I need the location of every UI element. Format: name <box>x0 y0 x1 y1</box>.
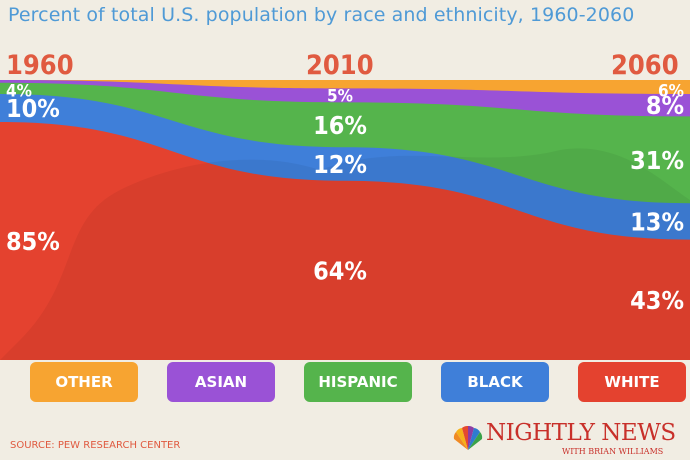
label-white-1960: 85% <box>6 227 60 256</box>
label-hispanic-2010: 16% <box>313 111 367 140</box>
legend-hispanic: HISPANIC <box>304 362 412 402</box>
area-white <box>0 122 690 360</box>
brand-name: NIGHTLY NEWS <box>486 420 676 446</box>
label-asian-2010: 5% <box>327 87 353 107</box>
brand-logo: NIGHTLY NEWS WITH BRIAN WILLIAMS <box>452 420 682 456</box>
year-label-2010: 2010 <box>306 50 374 81</box>
map-texture <box>0 148 690 360</box>
peacock-icon <box>453 425 483 450</box>
label-white-2010: 64% <box>313 256 367 285</box>
label-hispanic-2060: 31% <box>630 146 684 175</box>
legend-asian: ASIAN <box>167 362 275 402</box>
legend-black: BLACK <box>441 362 549 402</box>
label-black-1960: 10% <box>6 94 60 123</box>
year-label-1960: 1960 <box>6 50 74 81</box>
label-black-2010: 12% <box>313 150 367 179</box>
source-note: SOURCE: PEW RESEARCH CENTER <box>10 440 181 451</box>
label-other-2060: 6% <box>658 82 684 102</box>
label-black-2060: 13% <box>630 207 684 236</box>
chart-title: Percent of total U.S. population by race… <box>8 4 635 26</box>
label-asian-2060: 8% <box>646 91 684 120</box>
label-white-2060: 43% <box>630 286 684 315</box>
stacked-area-chart: 85% 10%4% 64% 12% 16% 5% 43% 13% 31% 8%6% <box>0 80 690 360</box>
year-label-2060: 2060 <box>611 50 679 81</box>
label-hispanic-1960: 4% <box>6 82 32 102</box>
brand-subtitle: WITH BRIAN WILLIAMS <box>562 447 664 456</box>
legend-white: WHITE <box>578 362 686 402</box>
legend-other: OTHER <box>30 362 138 402</box>
